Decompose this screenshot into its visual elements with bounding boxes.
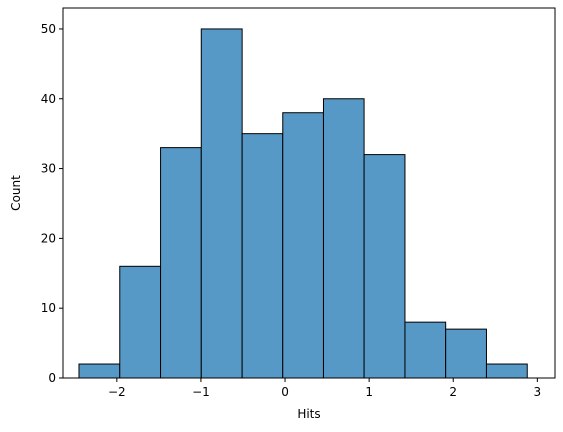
bar — [160, 147, 202, 379]
y-tick-label: 40 — [41, 92, 56, 106]
bar — [485, 363, 528, 379]
x-tick-label: −2 — [108, 385, 126, 399]
bar — [200, 28, 243, 379]
x-axis-label: Hits — [297, 407, 320, 421]
x-tick-label: −1 — [192, 385, 210, 399]
bar — [241, 133, 284, 379]
y-axis-label: Count — [9, 175, 23, 211]
bar — [282, 112, 324, 379]
x-tick-label: 0 — [281, 385, 289, 399]
x-tick-label: 3 — [534, 385, 542, 399]
bar — [404, 321, 447, 379]
y-tick-label: 50 — [41, 22, 56, 36]
y-tick-label: 0 — [48, 371, 56, 385]
y-tick-label: 30 — [41, 162, 56, 176]
y-tick-label: 20 — [41, 231, 56, 245]
plot-frame — [62, 7, 556, 379]
bar — [445, 328, 487, 379]
bar — [322, 98, 365, 379]
bar — [78, 363, 121, 379]
bar — [119, 265, 162, 379]
x-tick-label: 1 — [365, 385, 373, 399]
bar — [363, 154, 406, 379]
x-tick-label: 2 — [449, 385, 457, 399]
y-tick-label: 10 — [41, 301, 56, 315]
